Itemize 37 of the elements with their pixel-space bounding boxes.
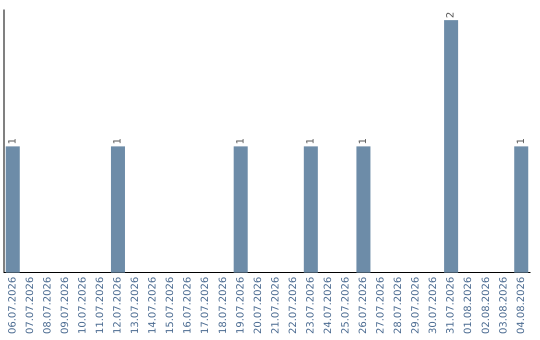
x-tick-label: 12.07.2026 (112, 276, 124, 334)
x-tick-label: 30.07.2026 (428, 276, 440, 334)
data-label: 2 (446, 12, 457, 18)
x-tick-label: 16.07.2026 (182, 276, 194, 334)
data-label: 1 (112, 138, 124, 144)
x-tick-label: 04.08.2026 (516, 276, 527, 334)
data-label: 1 (7, 138, 18, 144)
x-tick-label: 26.07.2026 (358, 276, 370, 334)
x-tick-label: 08.07.2026 (42, 276, 54, 334)
x-tick-label: 29.07.2026 (410, 276, 422, 334)
x-tick-label: 09.07.2026 (60, 276, 71, 334)
x-tick-label: 06.07.2026 (7, 276, 18, 334)
data-label: 1 (516, 138, 527, 144)
x-tick-label: 28.07.2026 (393, 276, 404, 334)
x-tick-label: 31.07.2026 (446, 276, 457, 334)
x-tick-label: 14.07.2026 (148, 276, 159, 334)
x-tick-label: 24.07.2026 (322, 276, 334, 334)
data-label: 1 (358, 138, 370, 144)
x-tick-label: 22.07.2026 (288, 276, 299, 334)
data-label: 1 (235, 138, 246, 144)
x-tick-label: 19.07.2026 (235, 276, 246, 334)
x-tick-label: 02.08.2026 (480, 276, 492, 334)
x-tick-label: 23.07.2026 (305, 276, 316, 334)
x-tick-label: 27.07.2026 (376, 276, 387, 334)
x-tick-label: 21.07.2026 (270, 276, 282, 334)
x-tick-label: 25.07.2026 (340, 276, 352, 334)
x-tick-label: 20.07.2026 (252, 276, 264, 334)
x-tick-label: 17.07.2026 (200, 276, 212, 334)
x-tick-label: 15.07.2026 (165, 276, 176, 334)
x-tick-label: 13.07.2026 (130, 276, 142, 334)
data-label: 1 (305, 138, 316, 144)
x-tick-label: 01.08.2026 (463, 276, 474, 334)
x-tick-label: 10.07.2026 (77, 276, 88, 334)
x-tick-label: 07.07.2026 (24, 276, 36, 334)
x-tick-label: 18.07.2026 (218, 276, 229, 334)
x-tick-label: 11.07.2026 (95, 276, 106, 334)
x-tick-label: 03.08.2026 (498, 276, 510, 334)
